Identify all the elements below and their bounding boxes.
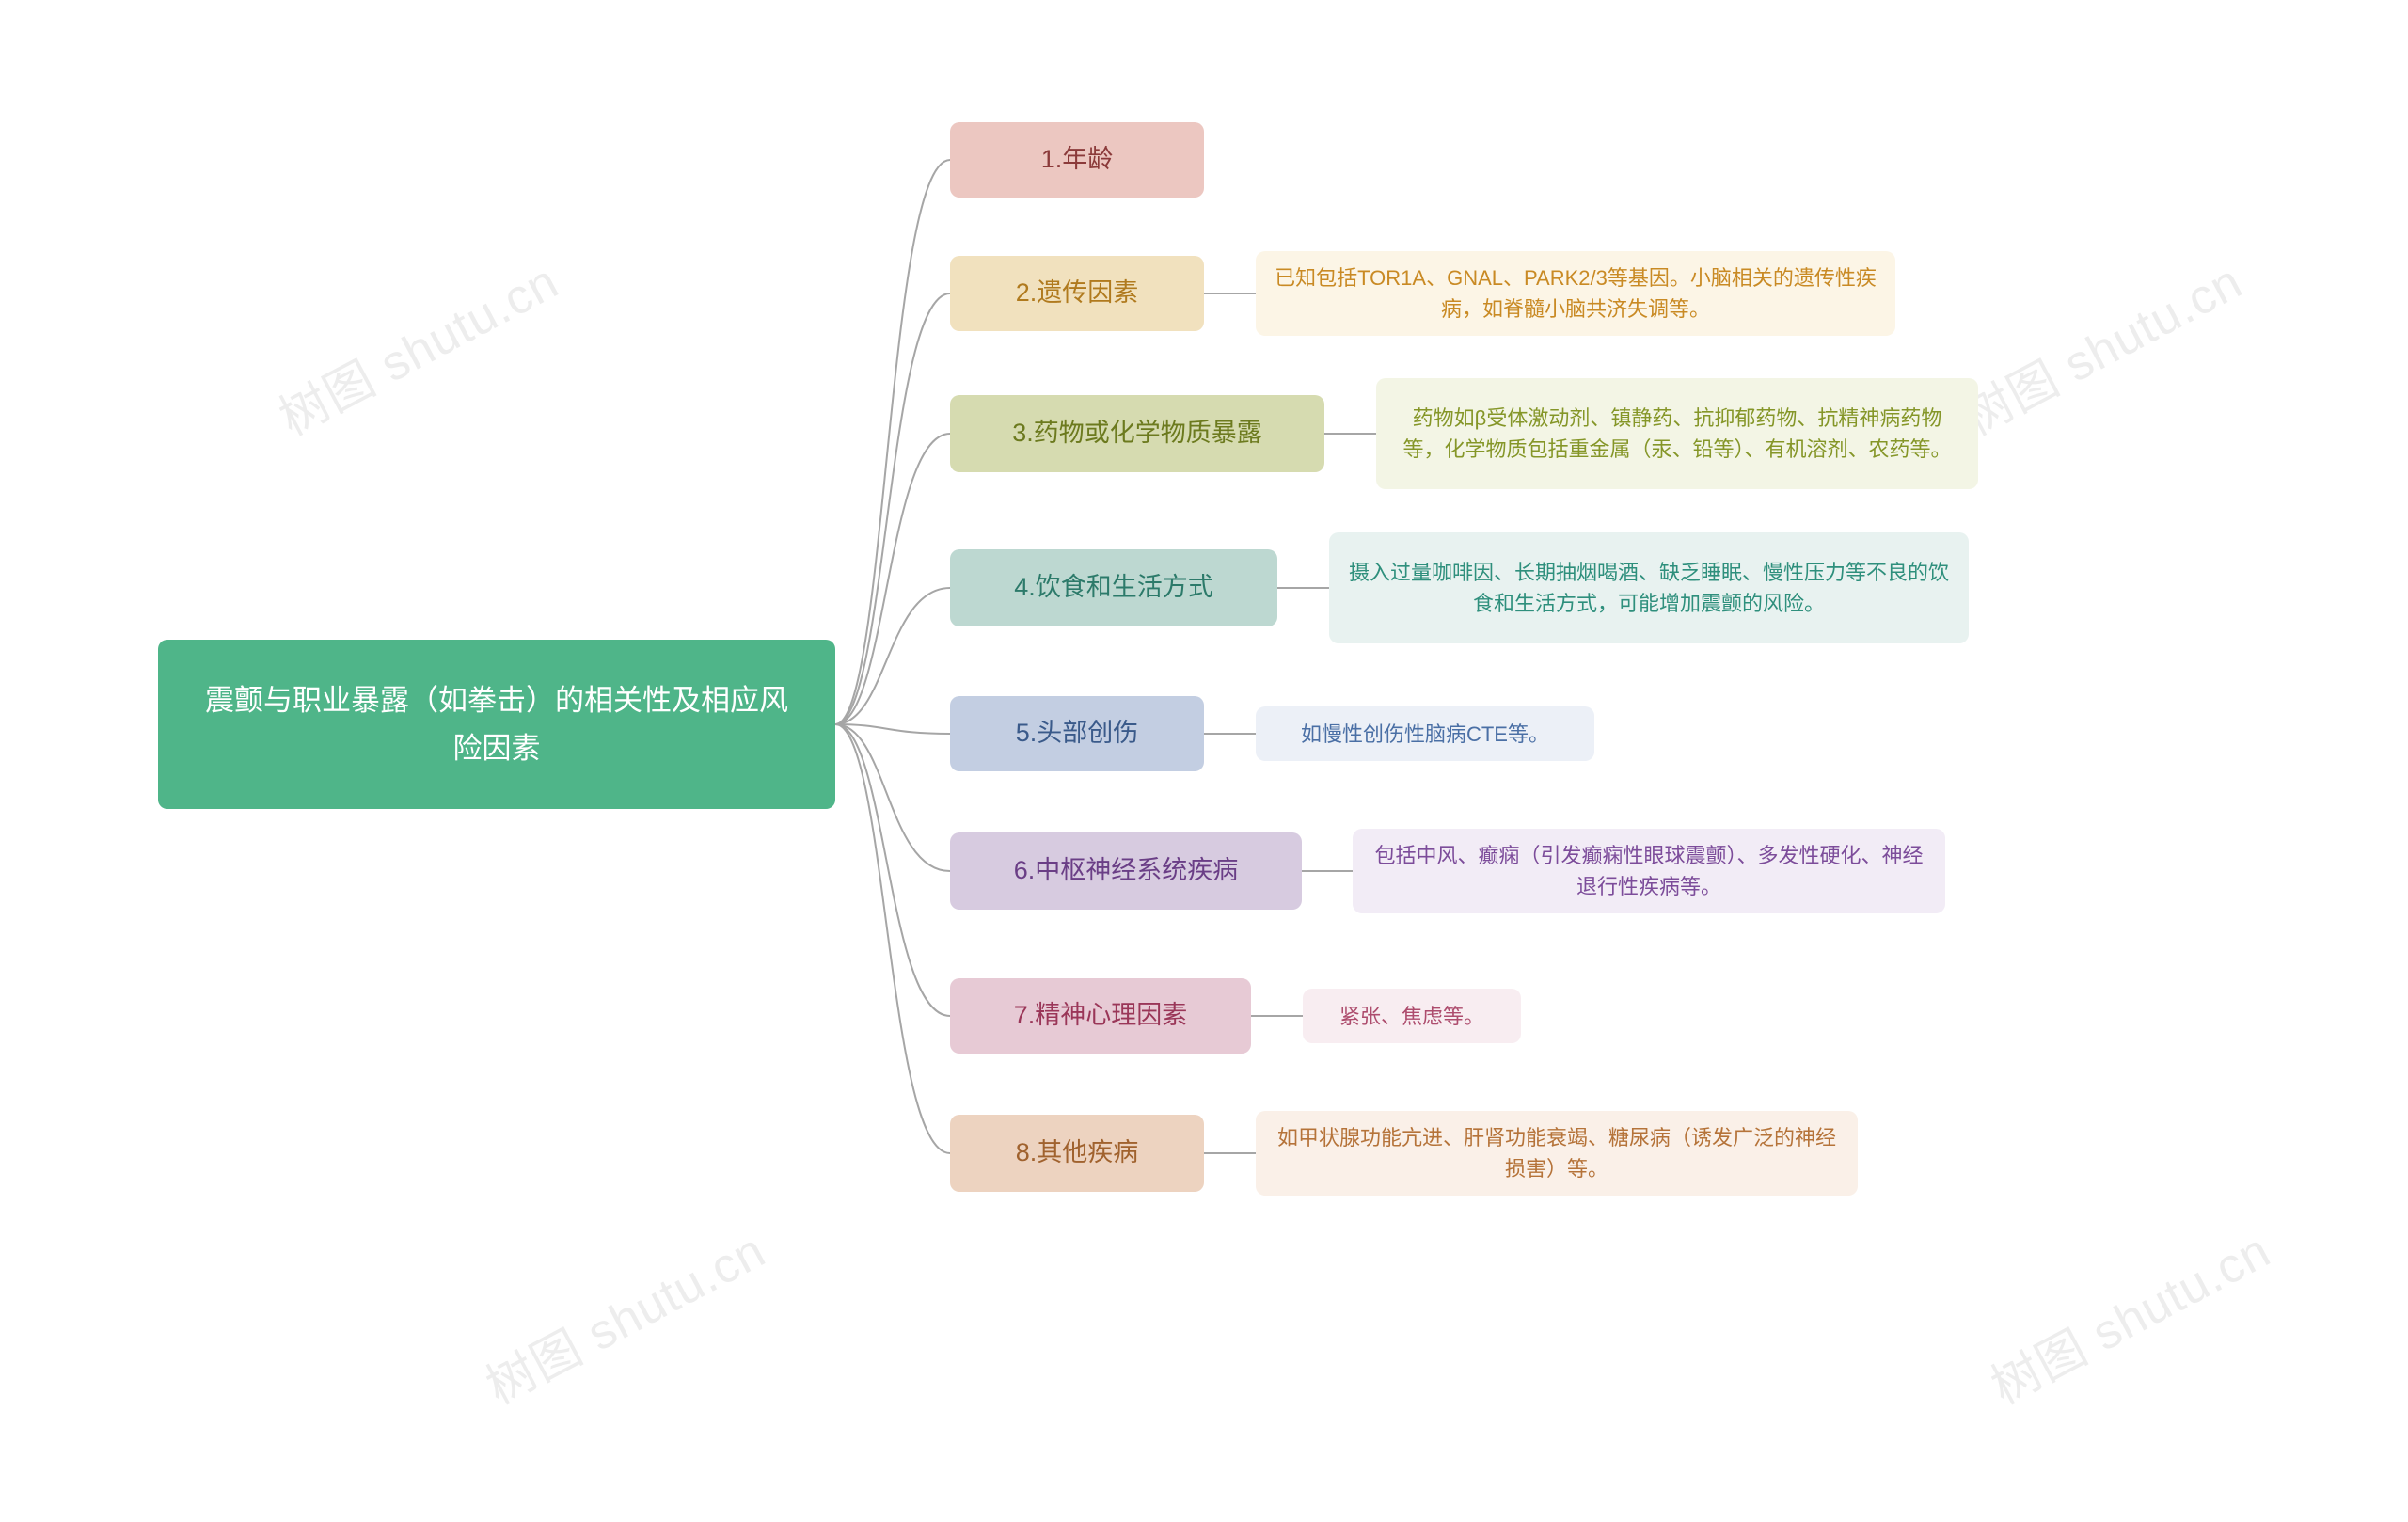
connector-path <box>835 160 950 724</box>
leaf-node-7: 紧张、焦虑等。 <box>1303 989 1521 1043</box>
branch-node-3: 3.药物或化学物质暴露 <box>950 395 1324 472</box>
branch-node-6: 6.中枢神经系统疾病 <box>950 832 1302 910</box>
branch-label: 2.遗传因素 <box>1016 276 1139 311</box>
connector-path <box>835 724 950 734</box>
leaf-node-5: 如慢性创伤性脑病CTE等。 <box>1256 706 1594 761</box>
leaf-label: 如慢性创伤性脑病CTE等。 <box>1301 719 1549 750</box>
branch-label: 7.精神心理因素 <box>1014 998 1188 1034</box>
watermark: 树图 shutu.cn <box>1948 243 2252 449</box>
root-label: 震颤与职业暴露（如拳击）的相关性及相应风险因素 <box>196 676 798 772</box>
leaf-node-2: 已知包括TOR1A、GNAL、PARK2/3等基因。小脑相关的遗传性疾病，如脊髓… <box>1256 251 1895 336</box>
branch-node-4: 4.饮食和生活方式 <box>950 549 1277 626</box>
leaf-node-8: 如甲状腺功能亢进、肝肾功能衰竭、糖尿病（诱发广泛的神经损害）等。 <box>1256 1111 1858 1196</box>
branch-node-1: 1.年龄 <box>950 122 1204 198</box>
connector-path <box>835 588 950 724</box>
leaf-label: 药物如β受体激动剂、镇静药、抗抑郁药物、抗精神病药物等，化学物质包括重金属（汞、… <box>1395 403 1959 465</box>
branch-node-5: 5.头部创伤 <box>950 696 1204 771</box>
connector-path <box>835 724 950 1153</box>
watermark: 树图 shutu.cn <box>264 243 568 449</box>
leaf-label: 已知包括TOR1A、GNAL、PARK2/3等基因。小脑相关的遗传性疾病，如脊髓… <box>1275 262 1877 325</box>
leaf-node-6: 包括中风、癫痫（引发癫痫性眼球震颤）、多发性硬化、神经退行性疾病等。 <box>1353 829 1945 913</box>
leaf-label: 紧张、焦虑等。 <box>1339 1001 1484 1032</box>
branch-label: 4.饮食和生活方式 <box>1014 570 1213 606</box>
watermark: 树图 shutu.cn <box>1976 1212 2280 1418</box>
watermark: 树图 shutu.cn <box>471 1212 775 1418</box>
leaf-node-3: 药物如β受体激动剂、镇静药、抗抑郁药物、抗精神病药物等，化学物质包括重金属（汞、… <box>1376 378 1978 489</box>
leaf-node-4: 摄入过量咖啡因、长期抽烟喝酒、缺乏睡眠、慢性压力等不良的饮食和生活方式，可能增加… <box>1329 532 1969 643</box>
branch-node-8: 8.其他疾病 <box>950 1115 1204 1192</box>
connector-path <box>835 434 950 724</box>
branch-label: 8.其他疾病 <box>1016 1135 1139 1171</box>
connector-path <box>835 724 950 871</box>
leaf-label: 包括中风、癫痫（引发癫痫性眼球震颤）、多发性硬化、神经退行性疾病等。 <box>1371 840 1926 902</box>
mindmap-canvas: 树图 shutu.cn 树图 shutu.cn 树图 shutu.cn 树图 shut… <box>0 0 2408 1522</box>
connector-path <box>835 724 950 1016</box>
branch-label: 1.年龄 <box>1041 142 1114 178</box>
leaf-label: 摄入过量咖啡因、长期抽烟喝酒、缺乏睡眠、慢性压力等不良的饮食和生活方式，可能增加… <box>1348 557 1950 619</box>
branch-node-2: 2.遗传因素 <box>950 256 1204 331</box>
root-node: 震颤与职业暴露（如拳击）的相关性及相应风险因素 <box>158 640 835 809</box>
branch-label: 6.中枢神经系统疾病 <box>1014 853 1239 889</box>
connector-path <box>835 293 950 724</box>
branch-label: 3.药物或化学物质暴露 <box>1012 416 1262 452</box>
branch-label: 5.头部创伤 <box>1016 716 1139 752</box>
leaf-label: 如甲状腺功能亢进、肝肾功能衰竭、糖尿病（诱发广泛的神经损害）等。 <box>1275 1122 1839 1184</box>
branch-node-7: 7.精神心理因素 <box>950 978 1251 1054</box>
